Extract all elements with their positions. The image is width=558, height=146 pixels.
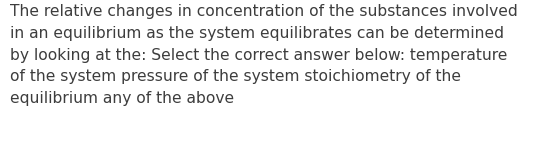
Text: The relative changes in concentration of the substances involved
in an equilibri: The relative changes in concentration of… xyxy=(10,4,518,106)
